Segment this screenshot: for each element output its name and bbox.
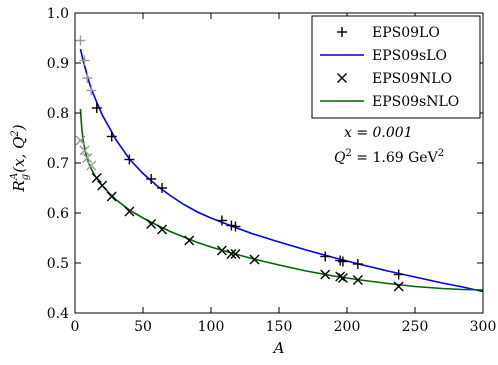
x-tick-label: 100 [198,319,225,335]
eps09lo-point [216,215,227,226]
eps09nlo-point [216,245,227,256]
legend-label-eps09snlo: EPS09sNLO [372,94,459,110]
annotation-q-letter: Q [334,150,346,166]
legend: EPS09LO EPS09sLO EPS09NLO EPS09sNLO [311,15,481,119]
x-tick-label: 300 [470,319,497,335]
eps09nlo-point [97,180,108,191]
annotation-q2-value: Q2 = 1.69 GeV2 [334,148,444,166]
y-label-args: (x, Q [10,137,28,173]
annotations: x = 0.001 Q2 = 1.69 GeV2 [334,125,444,166]
legend-entry-eps09nlo: EPS09NLO [337,71,452,87]
eps09nlo-point [91,173,102,183]
eps09nlo-point [335,271,346,282]
annotation-x-value: x = 0.001 [344,125,413,141]
legend-swatch-eps09lo [337,27,347,37]
y-label-base: R [10,180,28,192]
eps09lo-point [91,103,102,113]
legend-entry-eps09lo: EPS09LO [337,25,440,41]
eps09lo-point [230,221,241,232]
eps09nlo-point [82,153,93,163]
annotation-q-rest: = 1.69 GeV [352,150,439,166]
eps09lo-point [335,255,346,266]
legend-label-eps09lo: EPS09LO [372,25,440,41]
y-label-sup: A [9,173,20,181]
eps09nlo-point [157,224,168,235]
eps09slo-curve [79,48,484,293]
eps09nlo-point [86,160,97,171]
eps09nlo-point [75,135,86,146]
y-label-sub: g [20,174,31,180]
legend-entry-eps09snlo: EPS09sNLO [320,94,459,110]
eps09snlo-curve [79,108,484,291]
y-tick-label: 0.6 [47,206,69,222]
y-tick-label: 1.0 [47,6,69,22]
eps09nlo-point [249,254,260,265]
eps09lo-point [393,269,404,280]
legend-entry-eps09slo: EPS09sLO [320,48,447,64]
eps09lo-point [226,220,237,231]
y-label-close: ) [10,124,28,131]
eps09lo-point [320,251,331,262]
x-axis-label: A [272,339,285,357]
eps09nlo-point [352,275,363,285]
eps09lo-point [86,85,97,96]
eps09lo-point [146,174,157,184]
eps09lo-point [75,35,86,46]
annotation-q-sup: 2 [345,148,351,159]
eps09nlo-point [184,235,195,246]
eps09lo-point [82,73,93,83]
eps09lo-point [352,259,363,269]
x-tick-label: 50 [134,319,152,335]
x-tick-label: 0 [71,319,80,335]
eps09nlo-point [124,206,135,217]
y-tick-label: 0.9 [47,56,69,72]
legend-label-eps09nlo: EPS09NLO [372,71,452,87]
x-tick-label: 250 [402,319,429,335]
eps09lo-point [124,154,135,165]
eps09nlo-point [337,273,348,283]
y-tick-label: 0.5 [47,256,69,272]
legend-label-eps09slo: EPS09sLO [372,48,447,64]
y-tick-label: 0.4 [47,306,69,322]
tick-labels-layer: 0 50 100 150 200 250 300 0.4 0.5 0.6 0.7 0.8 0.9 1.0 [47,6,497,335]
x-tick-label: 200 [334,319,361,335]
eps09nlo-point [146,219,157,229]
eps09lo-point [157,183,168,193]
legend-swatch-eps09nlo [337,73,347,83]
annotation-q-rest-sup: 2 [438,148,444,159]
eps09lo-point [79,55,90,66]
eps09nlo-point [393,281,404,292]
eps09nlo-point [106,191,117,202]
y-label-args-sup: 2 [10,130,21,137]
x-tick-label: 150 [266,319,293,335]
y-tick-label: 0.7 [47,156,69,172]
y-axis-label: RgA(x, Q2) [9,124,31,192]
eps09nlo-point [226,249,237,259]
eps09nlo-point [230,249,241,259]
eps09nlo-point [79,145,90,156]
eps09lo-point [337,256,348,267]
eps09nlo-point [320,269,331,280]
y-tick-label: 0.8 [47,106,69,122]
eps09lo-point [106,131,117,142]
points-layer [75,35,404,292]
